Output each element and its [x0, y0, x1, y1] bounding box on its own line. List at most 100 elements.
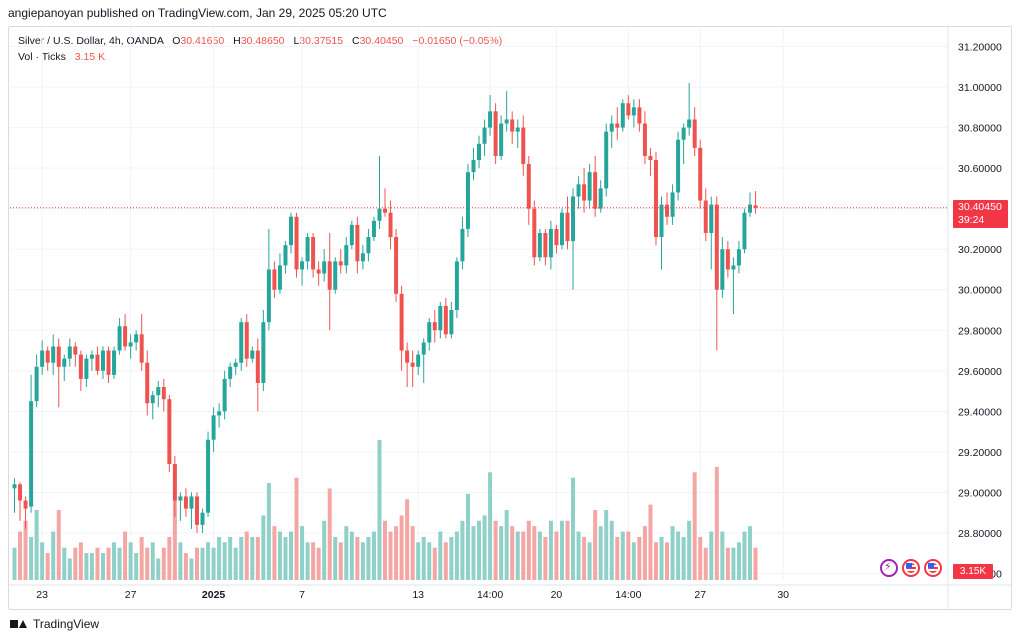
us-flag-icon[interactable] [902, 559, 920, 577]
candle-body [360, 253, 365, 262]
volume-bar [383, 520, 388, 580]
volume-bar [543, 536, 548, 580]
volume-bar [106, 547, 111, 580]
candle-body [322, 261, 327, 274]
candle-body [665, 204, 670, 217]
candle-body [620, 103, 625, 128]
volume-bar [67, 558, 72, 580]
candle-body [311, 237, 316, 270]
volume-bar [233, 547, 238, 580]
ohlc-row: Silver / U.S. Dollar, 4h, OANDA O30.4165… [18, 33, 502, 49]
candle-body [421, 342, 426, 355]
volume-bar [559, 520, 564, 580]
volume-bar [482, 515, 487, 580]
candle-body [493, 111, 498, 156]
candle-body [371, 220, 376, 238]
volume-bar [499, 526, 504, 580]
volume-bar [465, 493, 470, 580]
price-tick-label: 28.80000 [958, 528, 1002, 540]
candle-body [134, 334, 139, 343]
volume-bar [261, 515, 266, 580]
tradingview-logo[interactable]: TradingView [10, 617, 99, 631]
price-tick-label: 31.20000 [958, 42, 1002, 54]
candle-body [454, 261, 459, 310]
candle-body [289, 216, 293, 246]
candle-body [427, 322, 432, 343]
time-tick-label: 20 [551, 589, 563, 601]
volume-bar [659, 536, 664, 580]
volume-bar [598, 526, 603, 580]
volume-bar [725, 547, 730, 580]
candle-body [394, 237, 399, 294]
volume-bar [23, 520, 28, 580]
volume-bar [294, 477, 299, 580]
volume-bar [648, 504, 653, 580]
candle-body [482, 127, 487, 144]
volume-bar [12, 547, 17, 580]
close-label: C [352, 35, 360, 47]
candle-body [725, 249, 730, 270]
price-tick-label: 31.00000 [958, 82, 1002, 94]
volume-bar [78, 542, 83, 580]
volume-bar [123, 531, 128, 580]
price-axis: 31.2000031.0000030.8000030.6000030.40000… [958, 42, 1002, 581]
candle-body [145, 362, 150, 404]
volume-bar [460, 520, 465, 580]
flash-icon[interactable] [880, 559, 898, 577]
volume-bar [521, 531, 526, 580]
candle-body [305, 237, 310, 262]
open-label: O [172, 35, 181, 47]
volume-bar [637, 536, 642, 580]
change-value: −0.01650 (−0.05%) [412, 35, 503, 47]
volume-bar [571, 477, 576, 580]
candle-body [84, 358, 89, 379]
time-tick-label: 14:00 [477, 589, 503, 601]
volume-bar [631, 542, 636, 580]
candle-body [449, 310, 454, 335]
candle-body [222, 378, 227, 412]
volume-bar [161, 547, 166, 580]
candle-body [194, 496, 199, 525]
volume-bar [167, 536, 172, 580]
volume-bar [582, 536, 587, 580]
candle-body [167, 399, 172, 465]
volume-bar [687, 520, 692, 580]
candle-body [156, 387, 161, 396]
candle-body [416, 354, 421, 367]
high-value: 30.48650 [240, 35, 285, 47]
price-tick-label: 30.20000 [958, 244, 1002, 256]
candle-body [139, 334, 144, 363]
candle-body [300, 261, 305, 270]
volume-bar [554, 531, 559, 580]
volume-bar [62, 547, 67, 580]
candle-body [399, 293, 404, 351]
candle-body [709, 204, 714, 233]
price-tick-label: 29.00000 [958, 487, 1002, 499]
volume-bar [40, 542, 45, 580]
volume-bar [620, 531, 625, 580]
candle-body [526, 164, 531, 209]
symbol-name[interactable]: Silver / U.S. Dollar, 4h, OANDA [18, 35, 164, 47]
volume-bar [703, 547, 708, 580]
candle-body [582, 184, 587, 201]
candle-body [410, 362, 415, 367]
candle-body [676, 139, 681, 193]
volume-bar [333, 536, 338, 580]
volume-bar [266, 483, 271, 580]
candle-body [443, 305, 448, 335]
volume-bar [510, 526, 515, 580]
us-flag-icon[interactable] [924, 559, 942, 577]
chart-frame [8, 26, 1012, 610]
volume-bar [405, 499, 410, 580]
candle-body [244, 322, 249, 359]
volume-bar [443, 542, 448, 580]
candle-body [653, 160, 658, 238]
high-label: H [233, 35, 241, 47]
volume-bar [388, 531, 393, 580]
candle-body [714, 204, 719, 290]
candle-body [34, 366, 39, 402]
price-tick-label: 29.60000 [958, 366, 1002, 378]
volume-bar [134, 553, 139, 580]
candle-body [349, 224, 354, 246]
